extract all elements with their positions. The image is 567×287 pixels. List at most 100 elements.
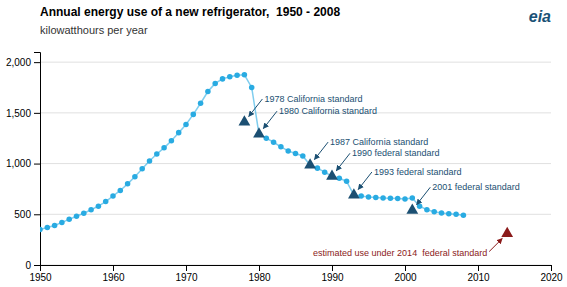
annotation-marker [501,227,513,237]
point [424,207,430,213]
y-axis: 05001,0001,5002,000 [6,53,41,271]
point [66,217,72,223]
y-tick-label: 0 [25,260,31,271]
point [45,225,51,231]
annotation-label: 2001 federal standard [432,182,520,192]
x-tick: 1960 [102,265,125,283]
title: Annual energy use of a new refrigerator,… [40,5,340,19]
y-tick-mark [34,113,40,114]
point [169,138,175,144]
x-tick: 1950 [29,265,52,283]
x-tick-label: 2020 [540,272,563,283]
point [337,176,343,182]
point [81,211,87,217]
point [344,179,350,185]
point [220,76,226,82]
point [147,158,153,164]
point [388,195,394,201]
point [410,195,416,201]
x-axis-line [41,266,552,272]
x-tick: 2010 [467,265,490,283]
x-tick-label: 1990 [321,272,344,283]
point [40,227,43,233]
annotation-arrow [489,239,502,252]
y-tick-mark [34,62,40,63]
x-tick-label: 1970 [175,272,198,283]
annotation-arrow [417,187,431,204]
plot-area: 1950 1960 1970 1980 1990 2000 2010 2020 0 500 1,00… [6,53,563,284]
point [395,196,401,202]
y-tick: 1,000 [6,158,40,169]
x-tick: 1970 [175,265,198,283]
point [103,199,109,205]
x-tick-mark [186,265,187,271]
y-axis-label: kilowatthours per year [40,24,148,36]
point [417,203,423,209]
point [132,174,138,180]
x-axis: 1950 1960 1970 1980 1990 2000 2010 2020 [29,265,563,283]
point [227,74,233,80]
point [439,210,445,216]
annotation-arrow [249,99,263,116]
point [161,145,167,151]
point [293,151,299,157]
x-tick-label: 2010 [467,272,490,283]
grid-line [40,163,551,164]
x-tick-mark [259,265,260,271]
point [366,194,372,200]
x-tick: 1980 [248,265,271,283]
x-tick-label: 1980 [248,272,271,283]
logo: eia [529,8,551,25]
x-tick-mark [332,265,333,271]
annotation-label: 1978 California standard [264,94,362,104]
line [40,75,463,230]
point [402,196,408,202]
point [154,151,160,157]
point [191,112,197,118]
annotation-label: 1990 federal standard [352,148,440,158]
annotation-marker [253,127,265,137]
point [110,193,116,199]
point [453,212,459,218]
point [176,130,182,136]
annotation-marker [304,158,316,168]
point [74,214,80,220]
annotation-label: estimated use under 2014 federal standar… [313,248,487,258]
point [183,122,189,128]
point [234,73,240,79]
point [285,148,291,154]
x-tick-mark [113,265,114,271]
point [205,89,211,95]
point [461,213,467,219]
grid-line [40,62,551,63]
point [88,207,94,213]
x-tick: 2020 [540,265,563,283]
point [96,203,102,209]
point [125,181,131,187]
annotation-arrow [336,153,350,170]
annotation-label: 1980 California standard [279,106,377,116]
annotation-arrow [314,142,328,159]
point [198,100,204,106]
point [249,85,255,91]
grid-line [40,214,551,215]
x-tick: 2000 [394,265,417,283]
point [139,166,145,172]
point [59,220,65,226]
chart: Annual energy use of a new refrigerator,… [0,0,567,287]
point [322,169,328,175]
x-tick: 1990 [321,265,344,283]
y-tick-mark [34,164,40,165]
point [242,72,248,78]
y-tick-mark [34,265,40,266]
point [52,223,58,229]
y-tick: 1,500 [6,108,40,119]
annotation-arrow [358,172,372,189]
point [264,135,270,141]
point [431,209,437,215]
y-tick-label: 500 [14,209,31,220]
point [271,140,277,146]
annotation-marker [239,115,251,125]
x-tick-mark [478,265,479,271]
point [278,144,284,150]
